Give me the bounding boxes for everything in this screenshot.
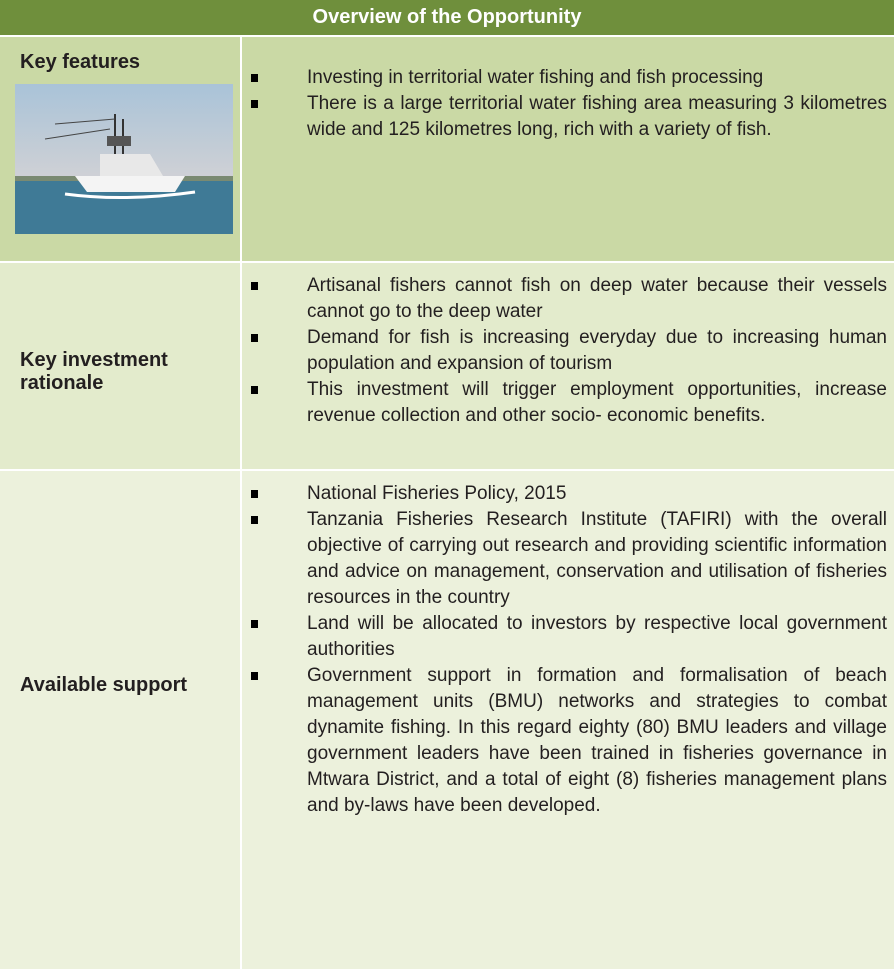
row: Key features Investing in territorial wa…: [0, 35, 894, 261]
bullet-item: This investment will trigger employment …: [307, 377, 887, 429]
bullet-item: Land will be allocated to investors by r…: [307, 611, 887, 663]
bullet-item: Demand for fish is increasing everyday d…: [307, 325, 887, 377]
row-content: Investing in territorial water fishing a…: [242, 37, 894, 261]
boat-photo: [15, 84, 233, 234]
bullet-item: Artisanal fishers cannot fish on deep wa…: [307, 273, 887, 325]
page: Overview of the Opportunity Key features…: [0, 0, 894, 969]
bullet-list: Investing in territorial water fishing a…: [307, 65, 887, 143]
bullet-item: Investing in territorial water fishing a…: [307, 65, 887, 91]
bullet-item: National Fisheries Policy, 2015: [307, 481, 887, 507]
bullet-list: Artisanal fishers cannot fish on deep wa…: [307, 273, 887, 429]
table-header: Overview of the Opportunity: [0, 0, 894, 35]
row-label: Key investment rationale: [0, 263, 242, 469]
row-content: Artisanal fishers cannot fish on deep wa…: [242, 263, 894, 469]
bullet-item: Government support in formation and form…: [307, 663, 887, 819]
row: Key investment rationale Artisanal fishe…: [0, 261, 894, 469]
bullet-item: Tanzania Fisheries Research Institute (T…: [307, 507, 887, 611]
bullet-item: There is a large territorial water fishi…: [307, 91, 887, 143]
row: Available support National Fisheries Pol…: [0, 469, 894, 969]
row-label: Available support: [0, 471, 242, 969]
